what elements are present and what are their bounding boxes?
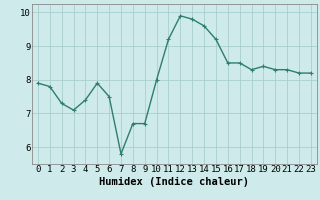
X-axis label: Humidex (Indice chaleur): Humidex (Indice chaleur)	[100, 177, 249, 187]
